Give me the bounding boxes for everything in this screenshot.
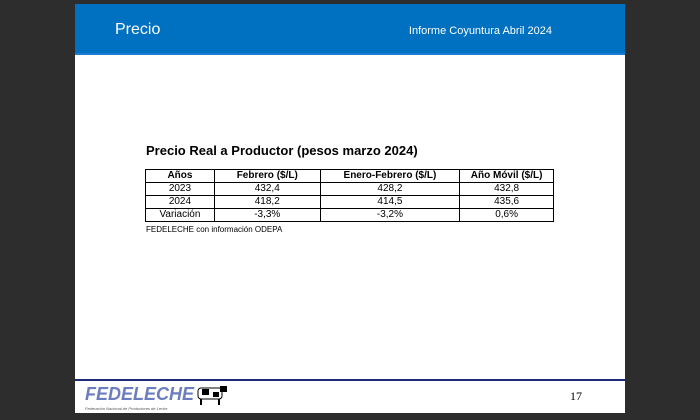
table-header-row: Años Febrero ($/L) Enero-Febrero ($/L) A… (145, 169, 554, 183)
slide: Precio Informe Coyuntura Abril 2024 Prec… (75, 4, 625, 413)
table-cell: Variación (145, 208, 215, 222)
slide-header: Precio Informe Coyuntura Abril 2024 (75, 4, 625, 55)
table-cell: -3,2% (319, 208, 461, 222)
column-header: Año Móvil ($/L) (459, 169, 554, 183)
price-table: Años Febrero ($/L) Enero-Febrero ($/L) A… (145, 169, 554, 222)
table-cell: 2023 (145, 182, 215, 196)
table-cell: 432,8 (459, 182, 554, 196)
footer-divider (75, 379, 625, 381)
logo-subtitle: Federación Nacional de Productores de Le… (85, 406, 168, 411)
report-subtitle: Informe Coyuntura Abril 2024 (408, 25, 552, 37)
column-header: Años (145, 169, 215, 183)
table-row: 2024 418,2 414,5 435,6 (145, 195, 554, 209)
table-title: Precio Real a Productor (pesos marzo 202… (146, 143, 418, 158)
table-cell: -3,3% (213, 208, 321, 222)
table-cell: 435,6 (459, 195, 554, 209)
source-note: FEDELECHE con información ODEPA (146, 225, 283, 234)
fedeleche-logo: FEDELECHE Federación Nacional de Product… (85, 384, 228, 411)
table-row: 2023 432,4 428,2 432,8 (145, 182, 554, 196)
table-cell: 2024 (145, 195, 215, 209)
table-cell: 432,4 (213, 182, 321, 196)
table-row: Variación -3,3% -3,2% 0,6% (145, 208, 554, 222)
table-cell: 418,2 (213, 195, 321, 209)
cow-icon (197, 386, 228, 405)
column-header: Enero-Febrero ($/L) (319, 169, 461, 183)
table-cell: 0,6% (459, 208, 554, 222)
slide-title: Precio (115, 21, 161, 38)
table-cell: 414,5 (319, 195, 461, 209)
table-cell: 428,2 (319, 182, 461, 196)
page-number: 17 (570, 389, 582, 403)
column-header: Febrero ($/L) (213, 169, 321, 183)
logo-text: FEDELECHE (85, 384, 195, 404)
